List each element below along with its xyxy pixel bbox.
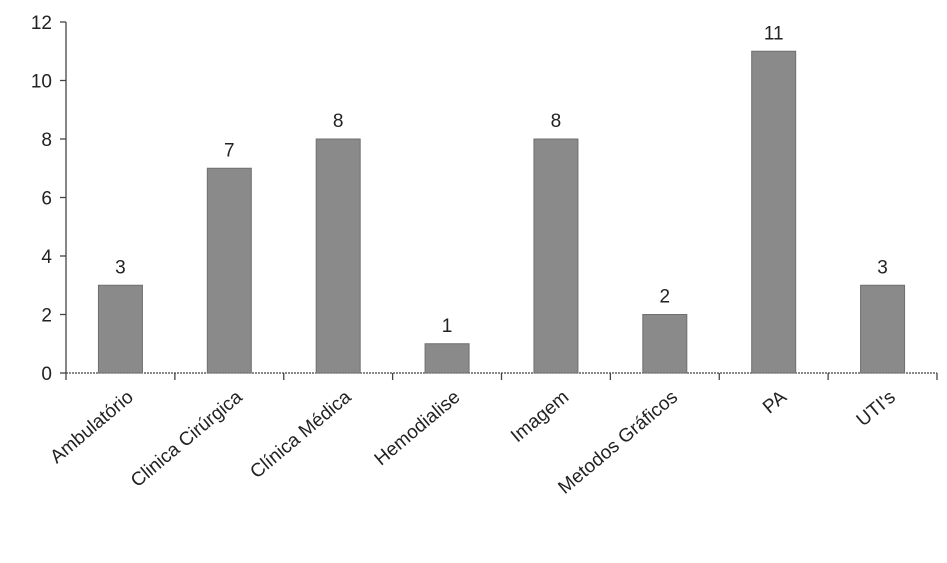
y-tick-label: 2 xyxy=(41,306,52,327)
category-label: Clinica Cirúrgica xyxy=(127,386,247,491)
category-label: Ambulatório xyxy=(46,387,137,468)
data-label: 2 xyxy=(660,287,671,308)
y-tick-label: 10 xyxy=(31,72,52,93)
x-axis xyxy=(65,372,938,380)
y-tick-label: 6 xyxy=(41,189,52,210)
data-label: 8 xyxy=(333,111,344,132)
data-label: 11 xyxy=(764,23,784,44)
bars xyxy=(97,50,906,374)
category-label: Hemodialise xyxy=(371,387,465,470)
bar xyxy=(642,314,688,374)
bar xyxy=(315,138,361,374)
bar xyxy=(97,284,143,374)
y-tick-label: 8 xyxy=(41,130,52,151)
bar xyxy=(424,343,470,374)
y-tick-label: 0 xyxy=(41,364,52,385)
data-label: 3 xyxy=(877,257,888,278)
category-label: PA xyxy=(759,387,791,419)
category-label: UTI's xyxy=(853,387,900,431)
data-labels: 3 7 8 1 8 2 11 3 xyxy=(115,23,888,337)
data-label: 1 xyxy=(442,316,453,337)
y-axis: 0 2 4 6 8 10 12 xyxy=(31,13,67,385)
category-label: Clínica Médica xyxy=(246,386,355,482)
y-tick-label: 12 xyxy=(31,13,52,34)
bar xyxy=(860,284,906,374)
category-label: Imagem xyxy=(507,387,573,447)
category-label: Metodos Gráficos xyxy=(554,387,682,499)
data-label: 3 xyxy=(115,257,126,278)
y-tick-label: 4 xyxy=(41,247,52,268)
data-label: 7 xyxy=(224,140,235,161)
data-label: 8 xyxy=(551,111,562,132)
bar xyxy=(206,167,252,374)
bar xyxy=(751,50,797,374)
bar xyxy=(533,138,579,374)
